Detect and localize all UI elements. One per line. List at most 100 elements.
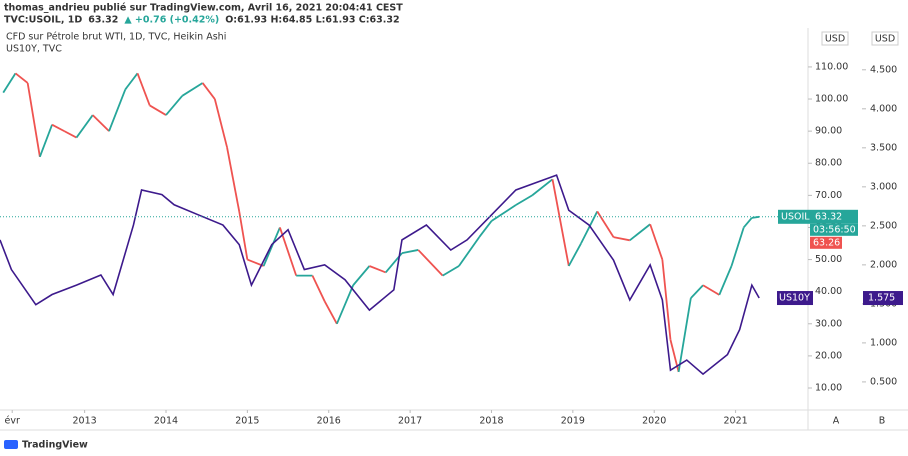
legend-entry: CFD sur Pétrole brut WTI, 1D, TVC, Heiki… xyxy=(6,32,226,43)
price-segment xyxy=(75,114,94,139)
series-label: US10Y xyxy=(779,293,810,304)
price-segment xyxy=(551,179,570,267)
price-segment xyxy=(629,223,651,242)
y2-tick-label: 2.000 xyxy=(870,259,897,270)
publisher-line: thomas_andrieu publié sur TradingView.co… xyxy=(4,3,403,14)
y-tick-label: 10.00 xyxy=(815,383,842,394)
price-segment xyxy=(401,249,419,255)
brand: TradingView xyxy=(22,440,88,451)
price-segment xyxy=(490,204,517,222)
price-segment xyxy=(136,73,151,106)
price-segment xyxy=(14,72,29,84)
price-segment xyxy=(478,220,493,238)
price-segment xyxy=(262,227,281,267)
x-tick-label: 2020 xyxy=(642,416,666,427)
price-segment xyxy=(165,95,183,116)
header-field: 63.32 xyxy=(88,15,118,26)
price-segment xyxy=(649,223,664,260)
header-field: O:61.93 H:64.85 L:61.93 C:63.32 xyxy=(225,15,399,26)
y2-tick-label: 4.500 xyxy=(870,64,897,75)
yield-line xyxy=(0,174,760,376)
y-tick-label: 110.00 xyxy=(815,61,848,72)
price-segment xyxy=(661,259,672,340)
price-segment xyxy=(743,217,753,229)
price-segment xyxy=(2,72,17,94)
unit-box xyxy=(821,31,849,46)
x-tick-label: 2015 xyxy=(235,416,259,427)
price-segment xyxy=(613,236,630,242)
price-segment xyxy=(213,98,228,148)
last-value: 1.575 xyxy=(868,293,895,304)
price-segment xyxy=(718,265,733,296)
price-segment xyxy=(596,210,615,238)
y2-tick-label: 2.500 xyxy=(870,220,897,231)
y-tick-label: 100.00 xyxy=(815,94,848,105)
price-segment xyxy=(108,89,127,132)
price-segment xyxy=(26,82,41,157)
y-tick-label: 80.00 xyxy=(815,158,842,169)
price-segment xyxy=(751,215,760,219)
price-segment xyxy=(567,243,582,267)
price-segment xyxy=(311,275,326,302)
price-segment xyxy=(442,265,460,277)
label-box xyxy=(863,291,903,306)
price-segment xyxy=(515,194,533,206)
label-box xyxy=(778,209,858,224)
price-segment xyxy=(702,284,720,296)
x-tick-label: 2021 xyxy=(723,416,747,427)
price-segment xyxy=(336,284,354,325)
scale-button: B xyxy=(879,416,886,427)
price-segment xyxy=(39,124,53,158)
price-segment xyxy=(63,130,77,139)
price-segment xyxy=(92,114,110,132)
x-tick-label: 2013 xyxy=(73,416,97,427)
close-label: 63.26 xyxy=(813,237,840,248)
price-segment xyxy=(201,82,216,100)
label-box xyxy=(810,223,858,236)
y2-unit: USD xyxy=(875,34,895,45)
y2-tick-label: 0.500 xyxy=(870,376,897,387)
y2-tick-label: 4.000 xyxy=(870,103,897,114)
label-box xyxy=(777,291,813,306)
price-segment xyxy=(181,82,204,97)
legend-entry: US10Y, TVC xyxy=(6,44,62,55)
price-segment xyxy=(352,265,371,286)
y2-tick-label: 3.500 xyxy=(870,142,897,153)
price-segment xyxy=(730,227,745,267)
x-tick-label: évr xyxy=(5,416,20,427)
y-tick-label: 30.00 xyxy=(815,318,842,329)
price-segment xyxy=(51,123,65,132)
unit-box xyxy=(871,31,899,46)
y2-tick-label: 3.000 xyxy=(870,181,897,192)
scale-button: A xyxy=(833,416,840,427)
x-tick-label: 2017 xyxy=(398,416,422,427)
x-tick-label: 2014 xyxy=(154,416,178,427)
price-segment xyxy=(690,284,704,299)
last-value: 63.32 xyxy=(815,211,842,222)
price-segment xyxy=(149,104,167,116)
price-segment xyxy=(323,300,338,325)
x-tick-label: 2019 xyxy=(561,416,585,427)
price-segment xyxy=(238,211,249,260)
y-tick-label: 20.00 xyxy=(815,350,842,361)
price-segment xyxy=(677,297,692,373)
header-field: ▲ +0.76 (+0.42%) xyxy=(124,15,219,26)
price-segment xyxy=(458,236,481,267)
price-segment xyxy=(124,72,139,90)
y2-tick-label: 1.000 xyxy=(870,337,897,348)
y-tick-label: 70.00 xyxy=(815,190,842,201)
x-tick-label: 2016 xyxy=(317,416,341,427)
y-tick-label: 90.00 xyxy=(815,126,842,137)
x-tick-label: 2018 xyxy=(479,416,503,427)
symbol: TVC:USOIL, 1D xyxy=(4,15,82,26)
countdown: 03:56:50 xyxy=(813,224,856,235)
label-box xyxy=(810,236,842,249)
price-segment xyxy=(226,147,241,212)
y-tick-label: 40.00 xyxy=(815,286,842,297)
series-label: USOIL xyxy=(781,211,810,222)
logo xyxy=(4,440,18,449)
y-tick-label: 50.00 xyxy=(815,254,842,265)
